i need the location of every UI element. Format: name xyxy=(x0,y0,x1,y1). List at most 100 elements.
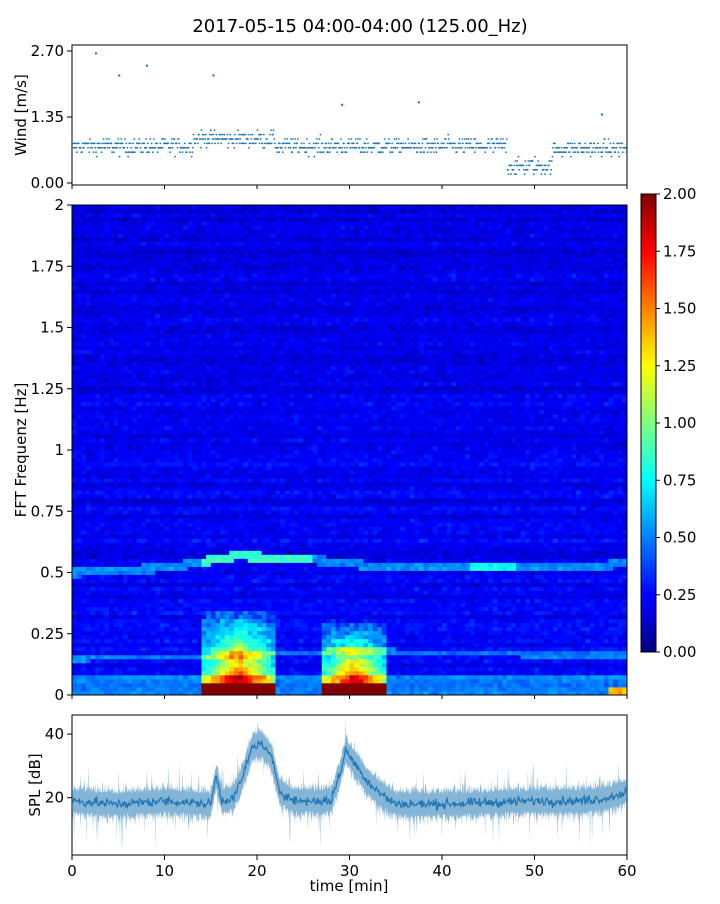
spectrogram-cell xyxy=(599,599,604,603)
spectrogram-cell xyxy=(100,667,105,671)
spectrogram-cell xyxy=(451,639,456,643)
spectrogram-cell xyxy=(516,659,521,663)
spectrogram-cell xyxy=(548,679,553,683)
spectrogram-cell xyxy=(350,607,355,611)
spectrogram-cell xyxy=(271,607,276,611)
spectrogram-cell xyxy=(525,583,530,587)
spectrogram-cell xyxy=(548,575,553,579)
spectrogram-cell xyxy=(428,562,433,566)
spectrogram-cell xyxy=(118,558,123,562)
spectrogram-cell xyxy=(442,659,447,663)
spectrogram-cell xyxy=(285,635,290,639)
spectrogram-cell xyxy=(114,579,119,583)
spectrogram-cell xyxy=(95,655,100,659)
spectrogram-cell xyxy=(165,647,170,651)
spectrogram-cell xyxy=(576,679,581,683)
spectrogram-cell xyxy=(294,583,299,587)
spectrogram-cell xyxy=(599,566,604,570)
spectrogram-cell xyxy=(511,619,516,623)
spectrogram-cell xyxy=(95,683,100,687)
spectrogram-cell xyxy=(285,627,290,631)
spectrogram-cell xyxy=(391,607,396,611)
spectrogram-cell xyxy=(447,639,452,643)
spectrogram-cell xyxy=(123,566,128,570)
wind-point xyxy=(597,143,599,145)
spectrogram-cell xyxy=(400,591,405,595)
spectrogram-cell xyxy=(188,566,193,570)
wind-point xyxy=(191,156,193,158)
spectrogram-cell xyxy=(354,566,359,570)
spectrogram-cell xyxy=(479,639,484,643)
spectrogram-cell xyxy=(174,575,179,579)
spectrogram-cell xyxy=(285,683,290,687)
spectrogram-cell xyxy=(581,619,586,623)
wind-point xyxy=(233,147,235,149)
spectrogram-cell xyxy=(567,631,572,635)
spectrogram-cell xyxy=(322,679,327,683)
spectrogram-cell xyxy=(493,619,498,623)
spectrogram-cell xyxy=(461,651,466,655)
spectrogram-cell xyxy=(581,655,586,659)
wind-point xyxy=(200,147,202,149)
spectrogram-cell xyxy=(474,643,479,647)
spectrogram-cell xyxy=(202,659,207,663)
wind-point xyxy=(518,169,520,171)
spectrogram-cell xyxy=(331,591,336,595)
spectrogram-cell xyxy=(257,639,262,643)
spectrogram-cell xyxy=(345,683,350,687)
spectrogram-cell xyxy=(581,643,586,647)
spectrogram-cell xyxy=(303,683,308,687)
spectrogram-cell xyxy=(470,562,475,566)
wind-point xyxy=(272,134,274,136)
spectrogram-cell xyxy=(243,651,248,655)
spectrogram-cell xyxy=(525,663,530,667)
spectrogram-cell xyxy=(151,631,156,635)
spectrogram-cell xyxy=(576,603,581,607)
wind-point xyxy=(215,134,217,136)
wind-point xyxy=(164,138,166,140)
spectrogram-cell xyxy=(206,627,211,631)
wind-point xyxy=(278,151,280,153)
spectrogram-cell xyxy=(595,663,600,667)
spectrogram-cell xyxy=(498,651,503,655)
spectrogram-cell xyxy=(474,611,479,615)
spectrogram-cell xyxy=(548,671,553,675)
spectrogram-cell xyxy=(118,627,123,631)
spectrogram-cell xyxy=(289,647,294,651)
wind-point xyxy=(466,143,468,145)
spectrogram-cell xyxy=(72,643,77,647)
spectrogram-cell xyxy=(192,679,197,683)
wind-point xyxy=(226,138,228,140)
spectrogram-cell xyxy=(581,579,586,583)
spectrogram-cell xyxy=(498,623,503,627)
spectrogram-cell xyxy=(576,627,581,631)
spectrogram-cell xyxy=(359,579,364,583)
spectrogram-cell xyxy=(359,619,364,623)
spectrogram-cell xyxy=(303,679,308,683)
spectrogram-cell xyxy=(266,603,271,607)
spectrogram-cell xyxy=(350,562,355,566)
spectrogram-cell xyxy=(229,575,234,579)
spectrogram-cell xyxy=(271,562,276,566)
spectrogram-cell xyxy=(123,643,128,647)
spectrogram-cell xyxy=(188,558,193,562)
spectrogram-cell xyxy=(155,591,160,595)
spectrogram-cell xyxy=(234,583,239,587)
spectrogram-cell xyxy=(461,635,466,639)
spectrogram-cell xyxy=(215,651,220,655)
spectrogram-cell xyxy=(548,667,553,671)
spectrogram-cell xyxy=(114,639,119,643)
spectrogram-cell xyxy=(77,687,82,691)
spectrogram-cell xyxy=(488,663,493,667)
wind-point xyxy=(458,138,460,140)
spectrogram-cell xyxy=(183,619,188,623)
spectrogram-cell xyxy=(585,655,590,659)
spectrogram-cell xyxy=(572,566,577,570)
spectrogram-cell xyxy=(516,651,521,655)
spectrogram-cell xyxy=(479,687,484,691)
spectrogram-cell xyxy=(613,619,618,623)
spectrogram-cell xyxy=(581,607,586,611)
spectrogram-cell xyxy=(428,655,433,659)
wind-point xyxy=(314,147,316,149)
spectrogram-cell xyxy=(599,603,604,607)
